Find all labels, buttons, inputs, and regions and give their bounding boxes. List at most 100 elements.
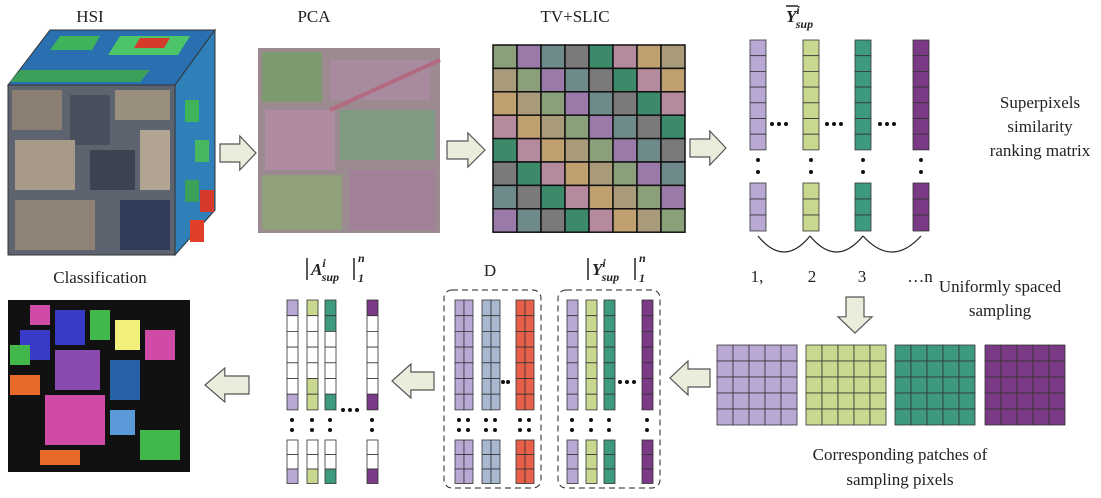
cell <box>367 363 378 379</box>
cell <box>985 409 1001 425</box>
cell <box>911 345 927 361</box>
cell <box>516 331 525 347</box>
cell <box>464 363 473 379</box>
sup: i <box>322 256 326 270</box>
superpixel <box>565 185 589 208</box>
cell <box>491 300 500 316</box>
superpixel <box>541 162 565 185</box>
cell <box>895 361 911 377</box>
cell <box>870 409 886 425</box>
dots <box>493 418 497 422</box>
cell <box>525 455 534 470</box>
cell <box>491 469 500 484</box>
cell <box>604 316 615 332</box>
arrow-shape <box>690 131 726 165</box>
ellipsis-dot <box>885 122 889 126</box>
cell <box>525 331 534 347</box>
flow-arrow <box>690 131 726 165</box>
ranking-vector <box>803 183 819 231</box>
cell <box>525 363 534 379</box>
cell <box>733 377 749 393</box>
superpixel <box>637 185 661 208</box>
cell <box>943 393 959 409</box>
superpixel <box>661 162 685 185</box>
cell <box>642 300 653 316</box>
y-label: Yisup n 1 <box>588 251 646 285</box>
cell <box>325 363 336 379</box>
superpixel <box>493 139 517 162</box>
dots <box>484 418 488 422</box>
cell <box>717 361 733 377</box>
ranking-vector <box>750 40 766 150</box>
pca-patch <box>265 110 335 170</box>
cell <box>586 394 597 410</box>
ellipsis-dot <box>632 380 636 384</box>
cell <box>855 119 871 135</box>
ellipsis-dot <box>607 428 611 432</box>
cell <box>491 347 500 363</box>
dots <box>506 380 510 384</box>
cell <box>586 300 597 316</box>
cell <box>567 316 578 332</box>
superpixel <box>493 185 517 208</box>
cell <box>911 377 927 393</box>
cell <box>870 345 886 361</box>
ellipsis-dot <box>370 428 374 432</box>
cell <box>750 215 766 231</box>
superpixel <box>589 115 613 138</box>
ellipsis-dot <box>466 428 470 432</box>
sample-patch <box>717 345 797 425</box>
arrow-shape <box>670 361 710 395</box>
dots <box>892 122 896 126</box>
cell <box>1017 345 1033 361</box>
cell <box>803 134 819 150</box>
cell <box>765 377 781 393</box>
cell <box>1001 393 1017 409</box>
cell <box>307 331 318 347</box>
dots <box>756 170 760 174</box>
ellipsis-dot <box>770 122 774 126</box>
pca-label: PCA <box>297 7 331 26</box>
flow-arrow <box>220 136 256 170</box>
cell <box>838 393 854 409</box>
cell <box>567 331 578 347</box>
superpixel <box>613 68 637 91</box>
cell <box>367 440 378 455</box>
cell <box>1033 377 1049 393</box>
ranking-vector <box>750 183 766 231</box>
cell <box>855 71 871 87</box>
ellipsis-dot <box>506 380 510 384</box>
cell <box>455 316 464 332</box>
cell <box>604 363 615 379</box>
cell <box>750 40 766 56</box>
cell <box>781 393 797 409</box>
superpixel <box>613 115 637 138</box>
dots <box>290 428 294 432</box>
cell <box>287 379 298 395</box>
cell <box>855 199 871 215</box>
dots <box>618 380 622 384</box>
ranking-vector <box>913 183 929 231</box>
cell <box>367 394 378 410</box>
cell <box>586 440 597 455</box>
cell <box>870 361 886 377</box>
cell <box>491 331 500 347</box>
superpixel <box>541 209 565 232</box>
ranking-vector <box>855 40 871 150</box>
sample-patch <box>895 345 975 425</box>
superpixel <box>637 139 661 162</box>
cell <box>642 363 653 379</box>
classification-map <box>8 300 190 472</box>
cell <box>911 361 927 377</box>
bracket <box>758 236 810 252</box>
cube-front-patch <box>140 130 170 190</box>
map-region <box>55 350 100 390</box>
ellipsis-dot <box>518 418 522 422</box>
cell <box>765 361 781 377</box>
cell <box>287 300 298 316</box>
cube-side-patch <box>185 180 199 202</box>
dots <box>878 122 882 126</box>
cell <box>525 440 534 455</box>
ellipsis-dot <box>310 418 314 422</box>
map-region <box>30 305 50 325</box>
